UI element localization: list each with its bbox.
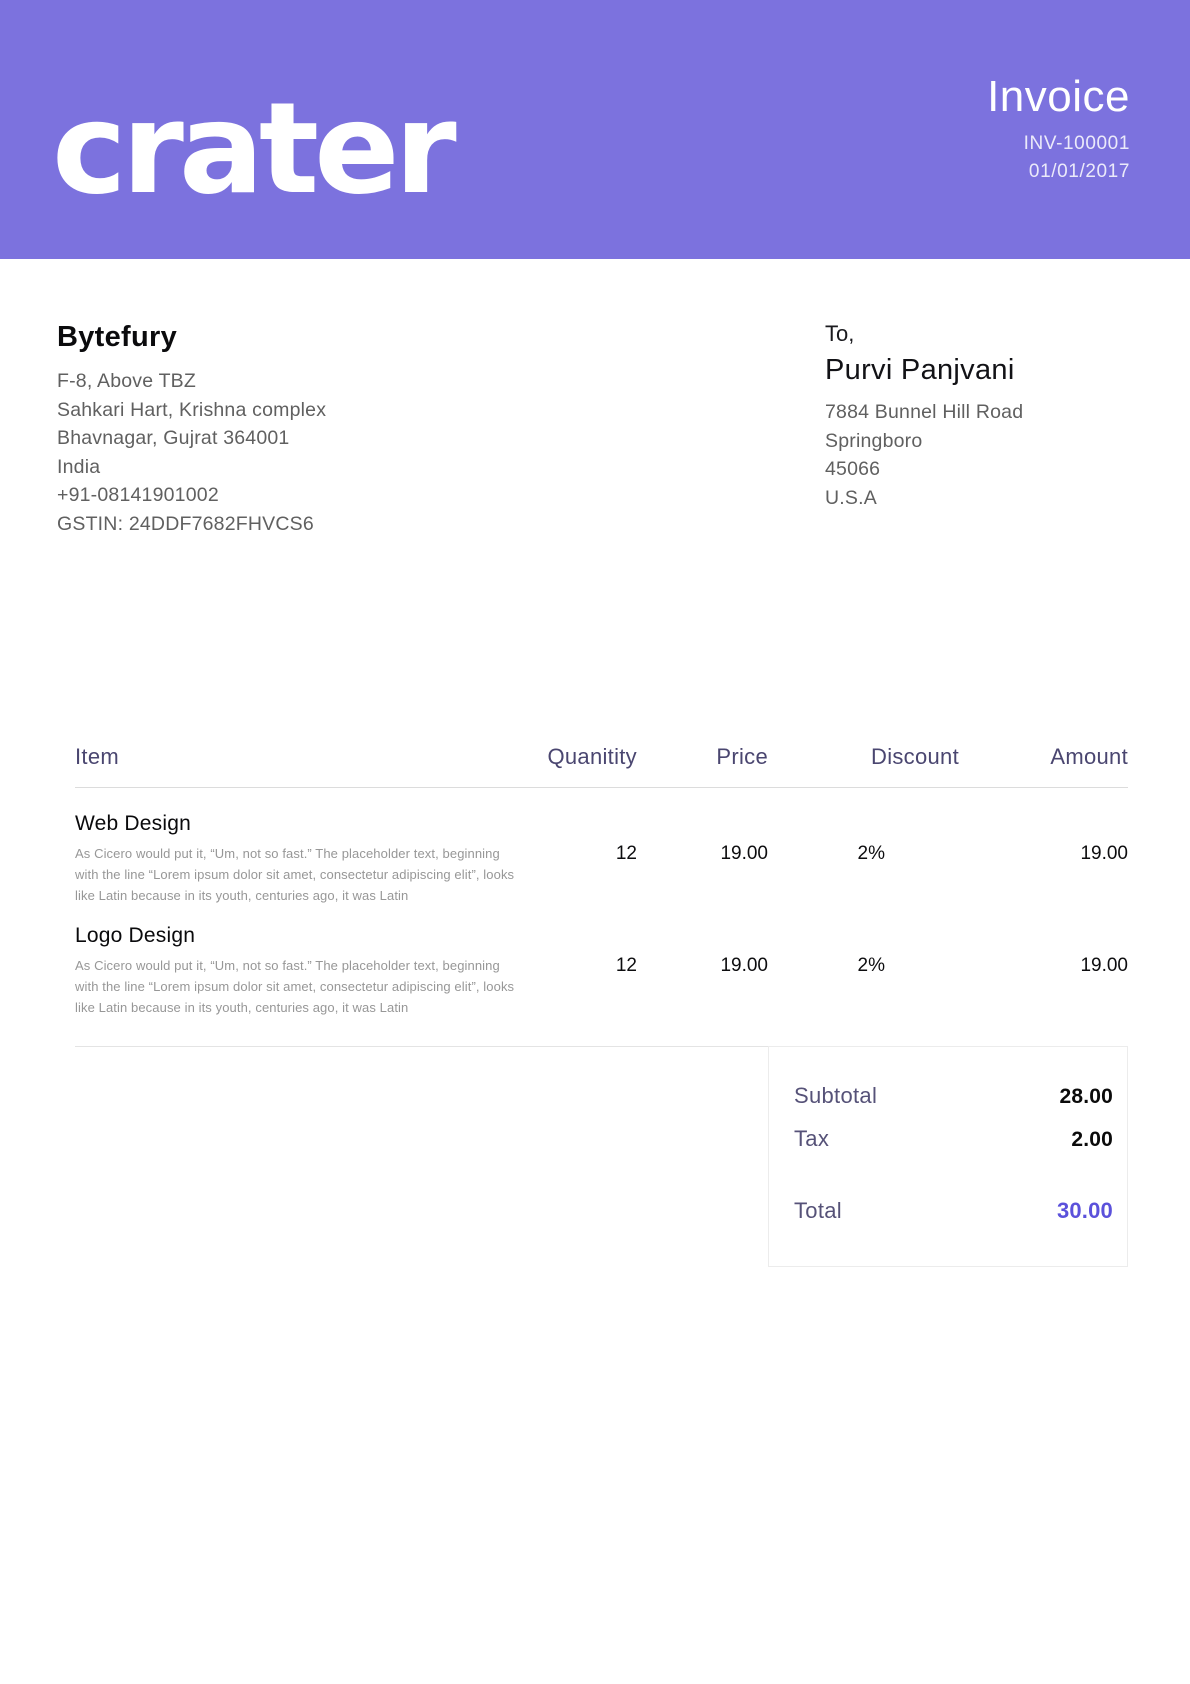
item-amount: 19.00 [1080,843,1128,864]
table-body: Web Design As Cicero would put it, “Um, … [75,788,1128,1047]
item-discount: 2% [857,843,885,864]
column-header-amount: Amount [1050,744,1128,769]
item-amount: 19.00 [1080,955,1128,976]
item-price: 19.00 [720,843,768,864]
address-section: Bytefury F-8, Above TBZ Sahkari Hart, Kr… [0,259,1190,538]
item-discount: 2% [857,955,885,976]
item-cell: Logo Design As Cicero would put it, “Um,… [75,924,545,1018]
buyer-address: 7884 Bunnel Hill Road Springboro 45066 U… [825,398,1130,512]
invoice-meta: Invoice INV-100001 01/01/2017 [987,72,1130,183]
invoice-date: 01/01/2017 [1028,161,1130,182]
invoice-header-band: crater Invoice INV-100001 01/01/2017 [0,0,1190,259]
seller-name: Bytefury [57,321,178,353]
column-header-discount: Discount [871,744,959,769]
item-description: As Cicero would put it, “Um, not so fast… [75,846,515,903]
seller-address-line: Bhavnagar, Gujrat 364001 [57,427,290,449]
column-header-item: Item [75,744,119,769]
tax-value: 2.00 [1071,1128,1113,1151]
to-label: To, [825,321,855,346]
column-header-quantity: Quanitity [547,744,637,769]
total-label: Total [794,1198,842,1223]
seller-phone: +91-08141901002 [57,484,219,506]
subtotal-label: Subtotal [794,1083,878,1108]
items-table: Item Quanitity Price Discount Amount Web… [75,744,1128,1267]
seller-address-line: Sahkari Hart, Krishna complex [57,398,327,421]
item-quantity: 12 [615,955,637,976]
total-row: Total 30.00 [794,1198,1113,1224]
buyer-address-line: U.S.A [825,486,877,509]
item-description: As Cicero would put it, “Um, not so fast… [75,958,515,1015]
tax-row: Tax 2.00 [794,1126,1113,1152]
invoice-number: INV-100001 [1023,133,1130,154]
buyer-block: To, Purvi Panjvani 7884 Bunnel Hill Road… [825,321,1130,538]
seller-address: F-8, Above TBZ Sahkari Hart, Krishna com… [57,367,326,538]
buyer-address-line: 45066 [825,458,881,480]
seller-block: Bytefury F-8, Above TBZ Sahkari Hart, Kr… [57,321,326,538]
subtotal-value: 28.00 [1059,1085,1113,1108]
seller-gstin: GSTIN: 24DDF7682FHVCS6 [57,512,314,535]
table-header-row: Item Quanitity Price Discount Amount [75,744,1128,788]
item-cell: Web Design As Cicero would put it, “Um, … [75,812,545,906]
table-row: Logo Design As Cicero would put it, “Um,… [75,906,1128,1018]
seller-address-line: India [57,455,101,478]
total-value: 30.00 [1056,1198,1113,1223]
column-header-price: Price [716,744,768,769]
buyer-address-line: Springboro [825,429,923,452]
buyer-address-line: 7884 Bunnel Hill Road [825,401,1024,423]
buyer-name: Purvi Panjvani [825,354,1015,386]
table-row: Web Design As Cicero would put it, “Um, … [75,788,1128,906]
seller-address-line: F-8, Above TBZ [57,370,196,392]
totals-box: Subtotal 28.00 Tax 2.00 Total 30.00 [768,1046,1128,1267]
item-name: Logo Design [75,924,196,947]
item-price: 19.00 [720,955,768,976]
crater-logo: crater [52,75,457,222]
subtotal-row: Subtotal 28.00 [794,1083,1113,1109]
invoice-title: Invoice [987,72,1130,121]
item-name: Web Design [75,812,192,835]
item-quantity: 12 [615,843,637,864]
tax-label: Tax [794,1126,830,1151]
